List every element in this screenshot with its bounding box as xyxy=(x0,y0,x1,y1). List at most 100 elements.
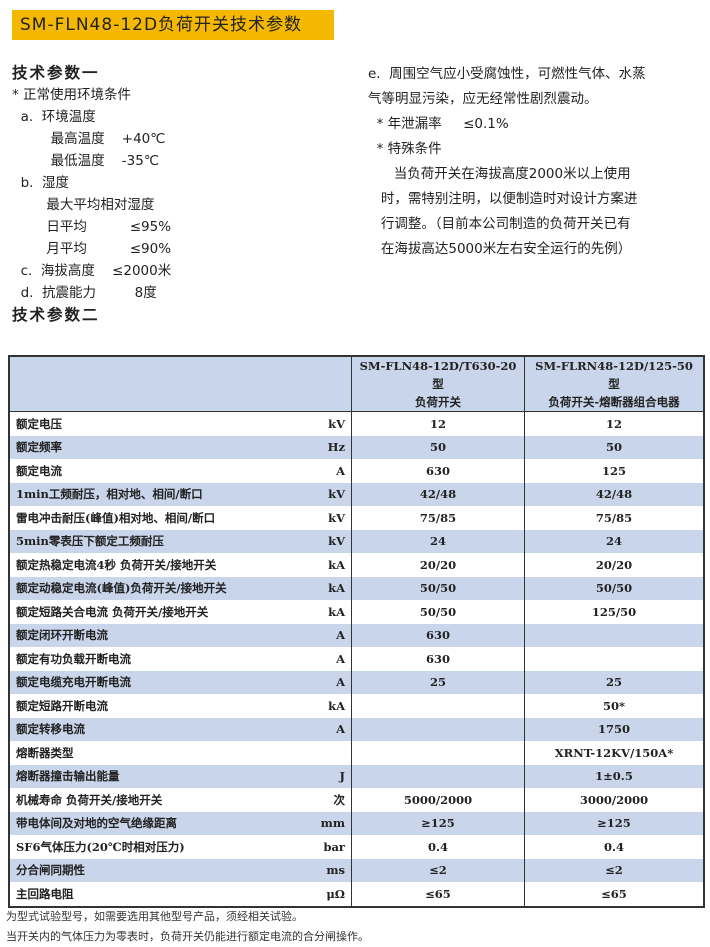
table-row: 熔断器撞击输出能量 J 1±0.5 xyxy=(9,764,705,788)
value-col1 xyxy=(351,741,525,765)
value-col2 xyxy=(524,647,705,671)
table-row: 熔断器类型 XRNT-12KV/150A* xyxy=(9,741,705,765)
value-col1: 630 xyxy=(351,623,525,647)
text-line: * 特殊条件 xyxy=(368,141,442,157)
param-name: 额定电缆充电开断电流 xyxy=(9,670,304,694)
text-line: 最低温度 -35℃ xyxy=(12,153,159,169)
value-col2: 20/20 xyxy=(524,553,705,577)
value-col2: 3000/2000 xyxy=(524,788,705,812)
table-row: 分合闸同期性 ms ≤2 ≤2 xyxy=(9,858,705,882)
value-col2: 24 xyxy=(524,529,705,553)
value-col2: 125/50 xyxy=(524,600,705,624)
param-name: 雷电冲击耐压(峰值)相对地、相间/断口 xyxy=(16,510,216,525)
param-name: 1min工频耐压，相对地、相间/断口 xyxy=(9,482,304,506)
param-name: 额定电压 xyxy=(16,416,62,431)
param-unit: μΩ xyxy=(303,882,353,907)
table-row: 雷电冲击耐压(峰值)相对地、相间/断口 kV 75/85 75/85 xyxy=(9,506,705,530)
param-name: 额定有功负载开断电流 xyxy=(16,651,131,666)
value-col2: 1750 xyxy=(524,717,705,741)
value-col1: 630 xyxy=(351,647,525,671)
value-col1: 75/85 xyxy=(351,506,525,530)
text-line: 日平均 ≤95% xyxy=(12,219,172,235)
value-col1: ≤65 xyxy=(351,882,525,907)
text-line: 在海拔高达5000米左右安全运行的先例） xyxy=(368,241,632,257)
text-line: 行调整。（目前本公司制造的负荷开关已有 xyxy=(368,216,631,232)
value-col2: XRNT-12KV/150A* xyxy=(524,741,705,765)
param-unit: kV xyxy=(303,482,353,506)
param-name: 额定热稳定电流4秒 负荷开关/接地开关 xyxy=(16,557,217,572)
param-unit: kA xyxy=(303,600,353,624)
param-unit: kV xyxy=(303,411,353,436)
text-line: 时，需特别注明，以便制造时对设计方案进 xyxy=(368,191,638,207)
table-row: 额定有功负载开断电流 A 630 xyxy=(9,647,705,671)
param-unit: kA xyxy=(303,576,353,600)
value-col2: 0.4 xyxy=(524,835,705,859)
table-row: 5min零表压下额定工频耐压 kV 24 24 xyxy=(9,529,705,553)
value-col2: ≤65 xyxy=(524,882,705,907)
param-name: 熔断器撞击输出能量 xyxy=(9,764,304,788)
value-col2: 42/48 xyxy=(524,482,705,506)
value-col2: 1±0.5 xyxy=(524,764,705,788)
params-one: 技术参数一 * 正常使用环境条件 a. 环境温度 最高温度 +40℃ 最低温度 … xyxy=(12,62,171,326)
param-unit: bar xyxy=(303,835,353,859)
text-line: d. 抗震能力 8度 xyxy=(12,285,157,301)
param-unit: J xyxy=(303,764,353,788)
param-unit: ms xyxy=(303,858,353,882)
param-unit: mm xyxy=(303,811,353,835)
param-unit xyxy=(303,741,353,765)
value-col2: ≥125 xyxy=(524,811,705,835)
value-col1: 5000/2000 xyxy=(351,788,525,812)
table-row: 额定热稳定电流4秒 负荷开关/接地开关 kA 20/20 20/20 xyxy=(9,553,705,577)
param-unit: Hz xyxy=(303,435,353,459)
text-line: 最大平均相对湿度 xyxy=(12,197,155,213)
value-col2: 25 xyxy=(524,670,705,694)
param-name: 额定电流 xyxy=(16,463,62,478)
param-unit: kA xyxy=(303,553,353,577)
value-col1: ≥125 xyxy=(351,811,525,835)
footnote: 当开关内的气体压力为零表时，负荷开关仍能进行额定电流的合分闸操作。 xyxy=(6,930,369,943)
text-line: 气等明显污染，应无经常性剧烈震动。 xyxy=(368,91,598,107)
param-unit: A xyxy=(303,623,353,647)
value-col1: ≤2 xyxy=(351,858,525,882)
param-unit: A xyxy=(303,670,353,694)
params-one-continued: e. 周围空气应小受腐蚀性，可燃性气体、水蒸 气等明显污染，应无经常性剧烈震动。 … xyxy=(368,62,698,262)
param-name: 额定频率 xyxy=(9,435,304,459)
table-row: 额定电缆充电开断电流 A 25 25 xyxy=(9,670,705,694)
value-col2: 50 xyxy=(524,435,705,459)
value-col1: 24 xyxy=(351,529,525,553)
value-col1: 50/50 xyxy=(351,600,525,624)
footnote: 为型式试验型号，如需要选用其他型号产品，须经相关试验。 xyxy=(6,910,303,923)
text-line: a. 环境温度 xyxy=(12,109,96,125)
param-name: 额定转移电流 xyxy=(9,717,304,741)
table-row: 额定频率 Hz 50 50 xyxy=(9,435,705,459)
text-line: 当负荷开关在海拔高度2000米以上使用 xyxy=(368,166,631,182)
param-unit: kV xyxy=(303,529,353,553)
table-row: 额定闭环开断电流 A 630 xyxy=(9,623,705,647)
value-col1: 50/50 xyxy=(351,576,525,600)
text-line: 最高温度 +40℃ xyxy=(12,131,166,147)
table-row: 额定短路开断电流 kA 50* xyxy=(9,694,705,718)
value-col1 xyxy=(351,764,525,788)
param-name: 分合闸同期性 xyxy=(9,858,304,882)
table-row: 额定动稳定电流(峰值)负荷开关/接地开关 kA 50/50 50/50 xyxy=(9,576,705,600)
param-unit: kA xyxy=(303,694,353,718)
param-unit: A xyxy=(303,459,353,483)
param-name: 额定闭环开断电流 xyxy=(9,623,304,647)
header-blank xyxy=(9,356,352,412)
table-row: 带电体间及对地的空气绝缘距离 mm ≥125 ≥125 xyxy=(9,811,705,835)
table-row: 额定电流 A 630 125 xyxy=(9,459,705,483)
spec-table: SM-FLN48-12D/T630-20型 负荷开关 SM-FLRN48-12D/… xyxy=(8,355,705,908)
param-name: 额定短路关合电流 负荷开关/接地开关 xyxy=(16,604,209,619)
value-col1: 50 xyxy=(351,435,525,459)
header-col2: SM-FLRN48-12D/125-50型 负荷开关-熔断器组合电器 xyxy=(524,356,705,412)
param-name: 5min零表压下额定工频耐压 xyxy=(9,529,304,553)
value-col1: 630 xyxy=(351,459,525,483)
value-col2: 50* xyxy=(524,694,705,718)
table-row: 主回路电阻 μΩ ≤65 ≤65 xyxy=(9,882,705,907)
section-heading-2: 技术参数二 xyxy=(12,306,100,324)
value-col1: 20/20 xyxy=(351,553,525,577)
value-col1: 0.4 xyxy=(351,835,525,859)
value-col2 xyxy=(524,623,705,647)
value-col2: 12 xyxy=(524,411,705,436)
value-col2: 50/50 xyxy=(524,576,705,600)
